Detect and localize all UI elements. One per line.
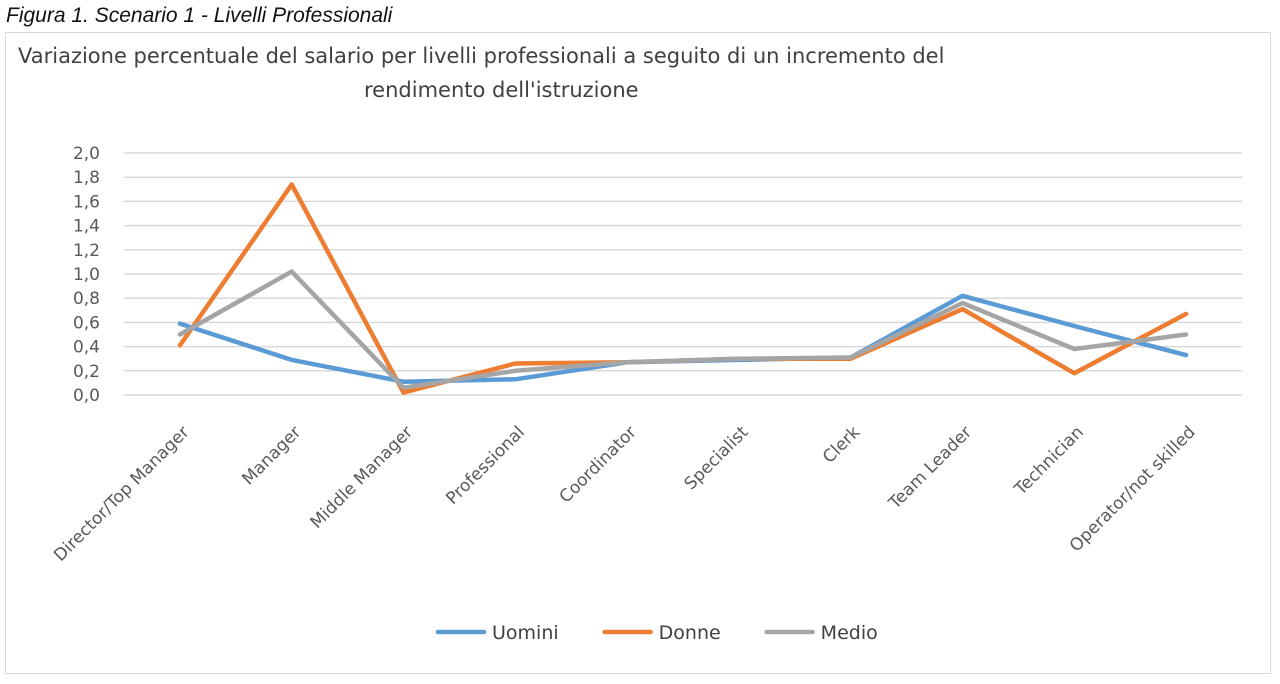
chart-title-line-1: Variazione percentuale del salario per l… bbox=[18, 44, 944, 68]
y-tick-label: 0,0 bbox=[73, 386, 100, 406]
y-tick-label: 1,0 bbox=[73, 265, 100, 285]
y-tick-label: 1,6 bbox=[73, 192, 100, 212]
series-line-medio bbox=[177, 269, 1189, 390]
line-chart: Variazione percentuale del salario per l… bbox=[18, 44, 1242, 644]
x-category-label: Team Leader bbox=[884, 422, 976, 514]
x-category-label: Manager bbox=[238, 422, 305, 489]
legend: Uomini Donne Medio bbox=[435, 622, 878, 644]
y-tick-label: 2,0 bbox=[73, 144, 100, 164]
x-category-label: Director/Top Manager bbox=[50, 422, 193, 565]
gridlines bbox=[124, 152, 1242, 396]
y-tick-label: 0,6 bbox=[73, 313, 100, 333]
y-tick-label: 1,8 bbox=[73, 168, 100, 188]
legend-label: Donne bbox=[659, 622, 721, 644]
legend-label: Uomini bbox=[492, 622, 559, 644]
y-axis-ticks: 0,0 0,2 0,4 0,6 0,8 1,0 1,2 1,4 1,6 1,8 2,0 bbox=[73, 144, 100, 406]
x-category-label: Specialist bbox=[681, 422, 753, 494]
y-tick-label: 0,8 bbox=[73, 289, 100, 309]
x-category-label: Operator/not skilled bbox=[1066, 422, 1200, 556]
figure-caption: Figura 1. Scenario 1 - Livelli Professio… bbox=[6, 4, 393, 27]
series-lines bbox=[177, 182, 1189, 395]
x-category-label: Technician bbox=[1010, 422, 1088, 500]
legend-label: Medio bbox=[821, 622, 878, 644]
y-tick-label: 1,2 bbox=[73, 241, 100, 261]
chart-frame: Variazione percentuale del salario per l… bbox=[5, 32, 1271, 674]
y-tick-label: 0,2 bbox=[73, 362, 100, 382]
y-tick-label: 1,4 bbox=[73, 217, 100, 237]
x-axis-categories: Director/Top Manager Manager Middle Manage… bbox=[50, 422, 1199, 566]
x-category-label: Clerk bbox=[819, 422, 864, 467]
chart-title-line-2: rendimento dell'istruzione bbox=[364, 78, 639, 102]
series-line-uomini bbox=[177, 293, 1189, 384]
x-category-label: Professional bbox=[442, 422, 528, 508]
y-tick-label: 0,4 bbox=[73, 338, 100, 358]
x-category-label: Coordinator bbox=[556, 422, 641, 507]
x-category-label: Middle Manager bbox=[307, 422, 417, 532]
